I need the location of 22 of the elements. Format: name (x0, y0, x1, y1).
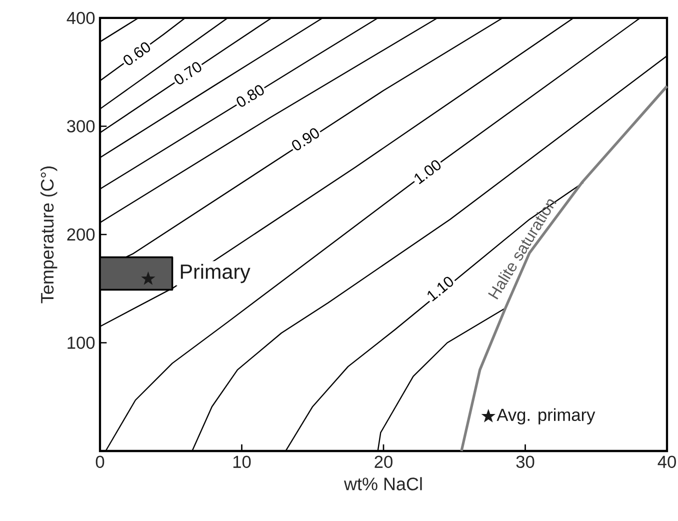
y-tick-label: 100 (68, 336, 95, 349)
y-tick-label: 200 (67, 228, 95, 241)
y-tick-label: 300 (67, 120, 95, 132)
x-tick-label: 30 (516, 456, 534, 468)
annotation: 1.00 (414, 160, 441, 184)
point (142, 272, 155, 285)
y-axis-title: Temperature (C°) (40, 166, 58, 304)
point (482, 409, 496, 422)
x-tick-label: 20 (374, 456, 392, 468)
x-tick-label: 0 (96, 456, 104, 468)
annotation: 0.60 (124, 42, 150, 66)
x-tick-label: 10 (233, 456, 251, 468)
y-tick-label: 400 (66, 12, 95, 24)
series-label: Avg. primary (496, 408, 596, 424)
annotation: 0.70 (174, 62, 202, 84)
x-tick-label: 40 (658, 456, 676, 468)
x-axis-title: wt% NaCl (344, 477, 422, 490)
line-series (460, 84, 668, 452)
series-label: Primary (180, 264, 250, 284)
annotation: 1.10 (428, 276, 454, 302)
annotation: 0.80 (236, 85, 264, 107)
annotation: 0.90 (292, 128, 319, 150)
